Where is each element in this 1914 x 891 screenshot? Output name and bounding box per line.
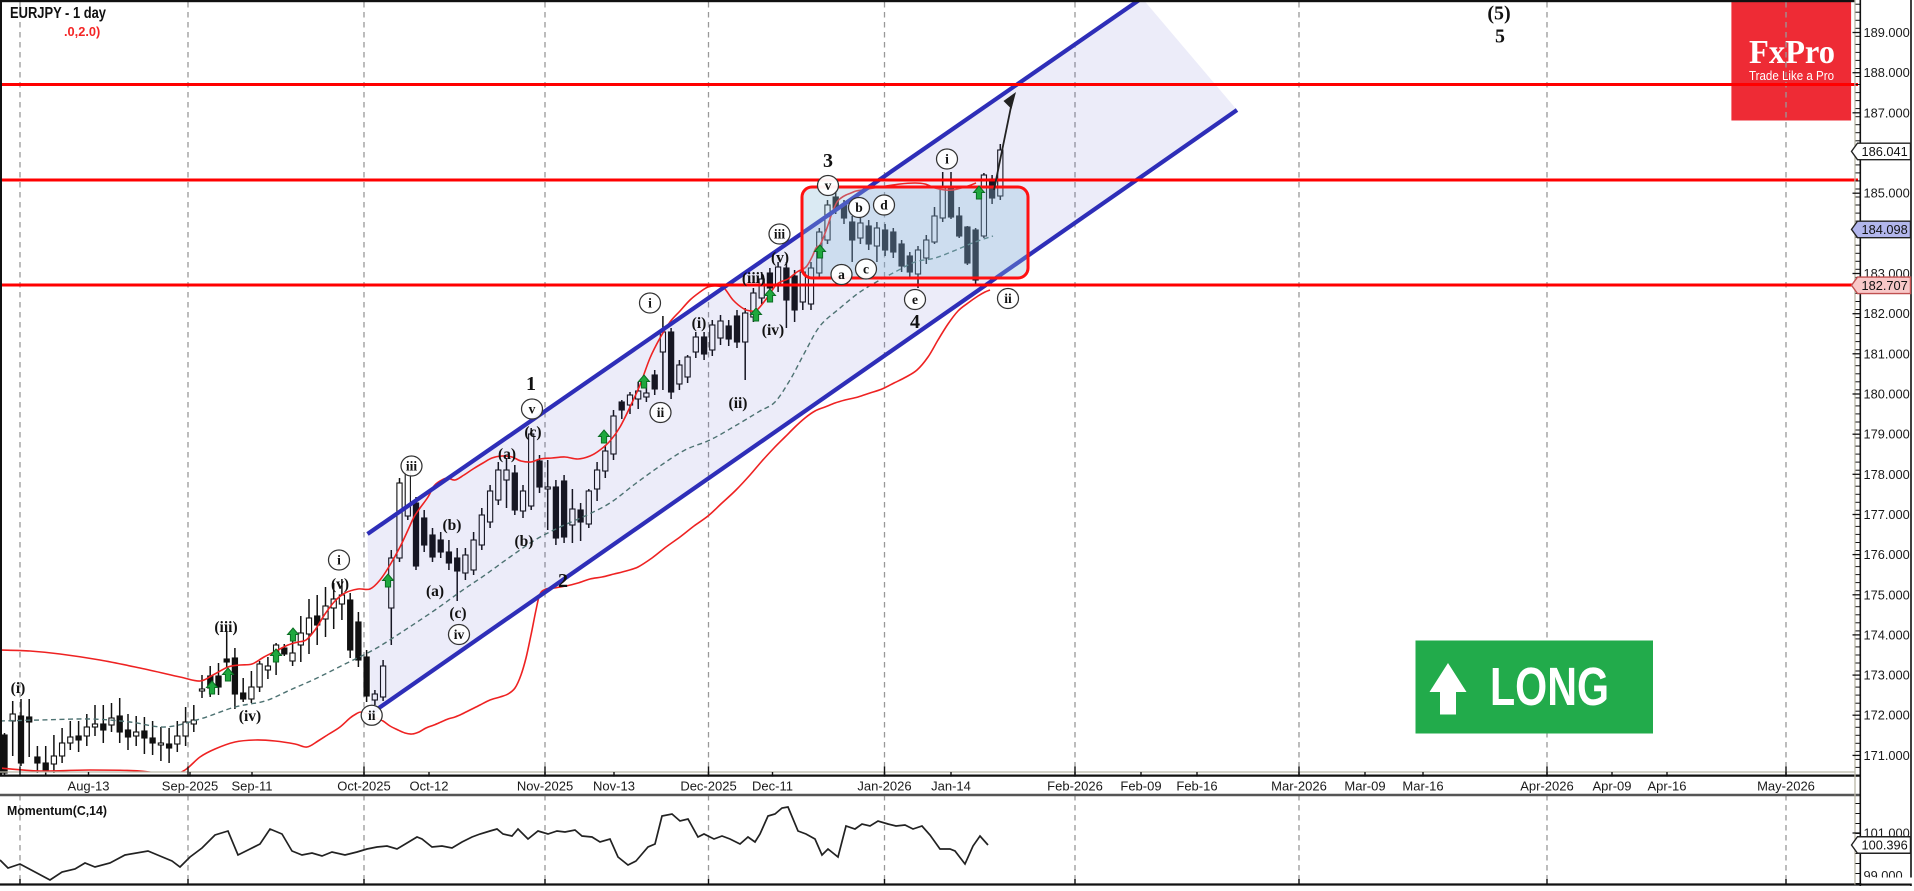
- svg-text:(i): (i): [692, 315, 707, 332]
- svg-text:(ii): (ii): [729, 395, 748, 412]
- svg-text:c: c: [863, 262, 869, 277]
- svg-text:(iii): (iii): [214, 619, 237, 636]
- svg-text:(a): (a): [498, 446, 516, 463]
- svg-text:185.000: 185.000: [1864, 186, 1910, 201]
- svg-text:ii: ii: [657, 405, 665, 420]
- svg-text:Sep-11: Sep-11: [232, 779, 273, 794]
- svg-text:Dec-11: Dec-11: [752, 779, 793, 794]
- svg-text:177.000: 177.000: [1864, 507, 1910, 522]
- svg-text:Aug-13: Aug-13: [68, 779, 110, 794]
- svg-text:Feb-16: Feb-16: [1176, 779, 1217, 794]
- svg-text:1: 1: [526, 373, 536, 395]
- svg-text:v: v: [529, 402, 536, 417]
- svg-text:Apr-2026: Apr-2026: [1520, 779, 1573, 794]
- svg-text:Momentum(C,14): Momentum(C,14): [7, 803, 107, 818]
- svg-text:i: i: [945, 152, 949, 167]
- svg-text:189.000: 189.000: [1864, 25, 1910, 40]
- svg-text:EURJPY - 1 day: EURJPY - 1 day: [10, 5, 106, 22]
- svg-text:(c): (c): [449, 605, 466, 622]
- svg-text:Jan-14: Jan-14: [931, 779, 971, 794]
- svg-text:Apr-16: Apr-16: [1647, 779, 1686, 794]
- svg-text:Feb-2026: Feb-2026: [1047, 779, 1103, 794]
- svg-text:(c): (c): [524, 424, 541, 441]
- svg-text:187.000: 187.000: [1864, 105, 1910, 120]
- svg-text:179.000: 179.000: [1864, 427, 1910, 442]
- svg-text:Dec-2025: Dec-2025: [680, 779, 736, 794]
- svg-text:(v): (v): [771, 250, 789, 267]
- svg-text:173.000: 173.000: [1864, 668, 1910, 683]
- svg-text:FxPro: FxPro: [1749, 34, 1835, 71]
- svg-text:4: 4: [910, 311, 920, 333]
- svg-text:Sep-2025: Sep-2025: [162, 779, 218, 794]
- svg-text:(iv): (iv): [239, 708, 261, 725]
- svg-text:d: d: [880, 198, 888, 213]
- svg-text:ii: ii: [368, 708, 376, 723]
- svg-text:i: i: [648, 296, 652, 311]
- svg-text:Oct-12: Oct-12: [409, 779, 448, 794]
- svg-text:Trade Like a Pro: Trade Like a Pro: [1749, 68, 1834, 83]
- svg-text:b: b: [855, 200, 863, 215]
- svg-text:v: v: [825, 178, 832, 193]
- svg-text:i: i: [337, 553, 341, 568]
- svg-text:(v): (v): [331, 576, 349, 593]
- svg-text:188.000: 188.000: [1864, 65, 1910, 80]
- svg-text:Nov-2025: Nov-2025: [517, 779, 573, 794]
- svg-text:Apr-09: Apr-09: [1592, 779, 1631, 794]
- svg-text:184.098: 184.098: [1862, 222, 1908, 237]
- svg-text:iii: iii: [406, 459, 418, 474]
- svg-text:Mar-09: Mar-09: [1344, 779, 1385, 794]
- svg-text:180.000: 180.000: [1864, 387, 1910, 402]
- svg-text:(a): (a): [426, 583, 444, 600]
- svg-text:Oct-2025: Oct-2025: [337, 779, 390, 794]
- svg-text:181.000: 181.000: [1864, 346, 1910, 361]
- svg-text:(5): (5): [1487, 3, 1510, 25]
- svg-text:5: 5: [1495, 26, 1505, 48]
- svg-text:(b): (b): [443, 517, 462, 534]
- svg-text:Nov-13: Nov-13: [593, 779, 635, 794]
- svg-text:a: a: [838, 267, 845, 282]
- svg-text:May-2026: May-2026: [1757, 779, 1815, 794]
- svg-text:LONG: LONG: [1490, 657, 1609, 717]
- svg-text:e: e: [912, 292, 918, 307]
- svg-text:175.000: 175.000: [1864, 587, 1910, 602]
- svg-text:(i): (i): [11, 680, 26, 697]
- svg-text:(b): (b): [515, 533, 534, 550]
- svg-text:3: 3: [823, 150, 833, 172]
- svg-text:.0,2.0): .0,2.0): [64, 24, 100, 39]
- svg-text:100.396: 100.396: [1862, 838, 1908, 853]
- svg-text:iii: iii: [774, 227, 786, 242]
- svg-text:Jan-2026: Jan-2026: [857, 779, 911, 794]
- svg-text:178.000: 178.000: [1864, 467, 1910, 482]
- svg-text:182.000: 182.000: [1864, 306, 1910, 321]
- svg-text:Mar-2026: Mar-2026: [1271, 779, 1327, 794]
- svg-text:Mar-16: Mar-16: [1402, 779, 1443, 794]
- svg-text:(iii): (iii): [742, 270, 765, 287]
- svg-text:182.707: 182.707: [1862, 278, 1908, 293]
- svg-text:172.000: 172.000: [1864, 708, 1910, 723]
- svg-text:(iv): (iv): [762, 322, 784, 339]
- svg-text:iv: iv: [454, 627, 465, 642]
- svg-text:Feb-09: Feb-09: [1120, 779, 1161, 794]
- svg-text:171.000: 171.000: [1864, 748, 1910, 763]
- svg-text:174.000: 174.000: [1864, 627, 1910, 642]
- svg-text:176.000: 176.000: [1864, 547, 1910, 562]
- svg-text:2: 2: [558, 570, 568, 592]
- svg-text:186.041: 186.041: [1862, 144, 1908, 159]
- svg-text:ii: ii: [1004, 291, 1012, 306]
